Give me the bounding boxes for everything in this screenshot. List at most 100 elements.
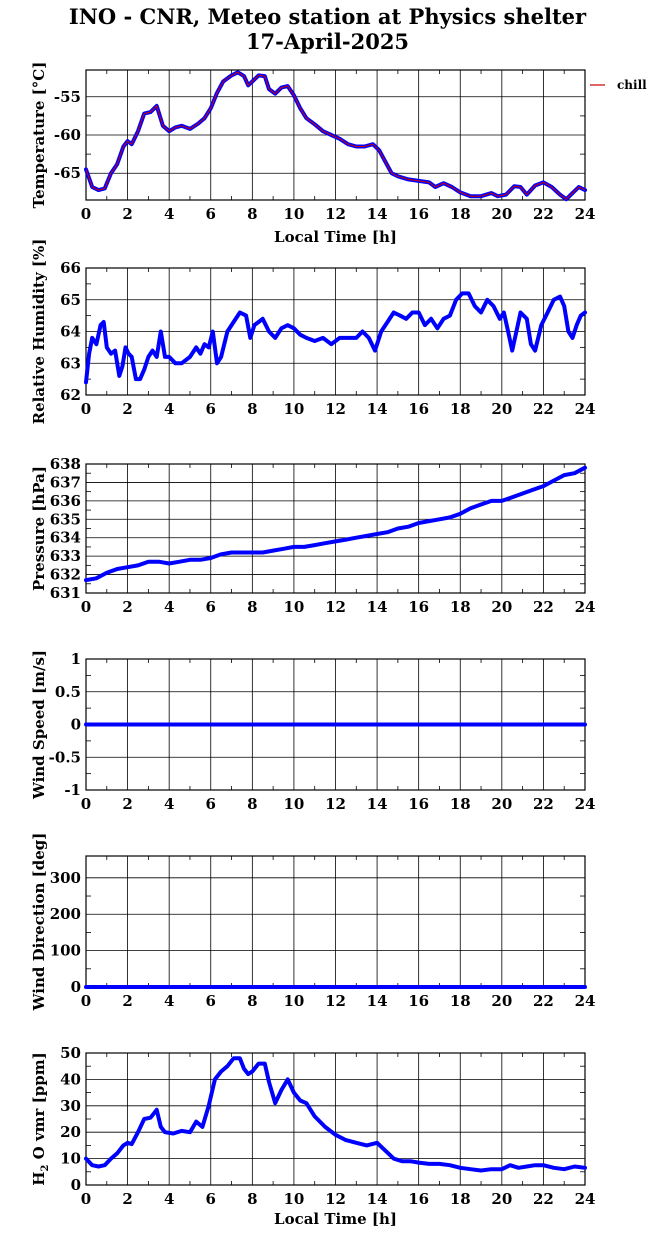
temperature-ytick-label: -60 xyxy=(54,126,81,144)
temperature-xtick-label: 6 xyxy=(206,205,216,223)
wind_speed-xtick-label: 20 xyxy=(491,795,512,813)
pressure-xtick-label: 6 xyxy=(206,598,216,616)
temperature-xtick-label: 14 xyxy=(367,205,388,223)
humidity-ytick-label: 66 xyxy=(60,259,81,277)
wind_speed-xtick-label: 6 xyxy=(206,795,216,813)
pressure-ytick-label: 636 xyxy=(50,492,81,510)
pressure-series-line xyxy=(84,465,587,583)
pressure-xtick-label: 0 xyxy=(81,598,91,616)
temperature-ylabel: Temperature [°C] xyxy=(30,62,48,209)
pressure-xtick-label: 2 xyxy=(122,598,132,616)
h2o_vmr-ytick-label: 10 xyxy=(60,1150,81,1168)
pressure-ytick-label: 634 xyxy=(50,529,81,547)
wind_speed-xtick-label: 18 xyxy=(450,795,471,813)
h2o_vmr-xtick-label: 6 xyxy=(206,1190,216,1208)
humidity-xtick-label: 18 xyxy=(450,400,471,418)
wind_speed-xtick-label: 12 xyxy=(325,795,346,813)
pressure-xtick-label: 16 xyxy=(408,598,429,616)
pressure-ytick-label: 637 xyxy=(50,473,81,491)
wind_speed-xtick-label: 24 xyxy=(575,795,596,813)
pressure-xtick-label: 14 xyxy=(367,598,388,616)
temperature-xtick-label: 16 xyxy=(408,205,429,223)
h2o_vmr-ytick-label: 0 xyxy=(71,1176,81,1194)
wind_speed-xtick-label: 22 xyxy=(533,795,554,813)
pressure-xtick-label: 10 xyxy=(283,598,304,616)
pressure-xtick-label: 18 xyxy=(450,598,471,616)
h2o_vmr-ytick-label: 50 xyxy=(60,1044,81,1062)
wind_direction-ytick-label: 300 xyxy=(50,869,81,887)
wind_direction-xtick-label: 2 xyxy=(122,992,132,1010)
wind_direction-xtick-label: 8 xyxy=(247,992,257,1010)
temperature-ytick-label: -55 xyxy=(54,88,81,106)
wind_direction-xtick-label: 10 xyxy=(283,992,304,1010)
chart-title-line1: INO - CNR, Meteo station at Physics shel… xyxy=(68,4,587,29)
wind_direction-ytick-label: 100 xyxy=(50,942,81,960)
wind_direction-xtick-label: 18 xyxy=(450,992,471,1010)
temperature-series-chill-line xyxy=(85,71,586,200)
humidity-ytick-label: 65 xyxy=(60,291,81,309)
temperature-xtick-label: 24 xyxy=(575,205,596,223)
temperature-xtick-label: 12 xyxy=(325,205,346,223)
temperature-xtick-label: 10 xyxy=(283,205,304,223)
h2o_vmr-xtick-label: 24 xyxy=(575,1190,596,1208)
wind_speed-xtick-label: 16 xyxy=(408,795,429,813)
wind_speed-xtick-label: 14 xyxy=(367,795,388,813)
h2o_vmr-xlabel: Local Time [h] xyxy=(274,1210,397,1228)
temperature-xtick-label: 2 xyxy=(122,205,132,223)
temperature-xtick-label: 4 xyxy=(164,205,174,223)
humidity-frame xyxy=(85,267,586,396)
humidity-xtick-label: 4 xyxy=(164,400,174,418)
humidity-ytick-label: 62 xyxy=(60,386,81,404)
wind_direction-xtick-label: 0 xyxy=(81,992,91,1010)
pressure-ytick-label: 632 xyxy=(50,566,81,584)
temperature-frame xyxy=(85,69,586,201)
temperature-xtick-label: 8 xyxy=(247,205,257,223)
wind_speed-ytick-label: 0.5 xyxy=(55,683,81,701)
h2o_vmr-xtick-label: 16 xyxy=(408,1190,429,1208)
pressure-xtick-label: 4 xyxy=(164,598,174,616)
wind_speed-ylabel: Wind Speed [m/s] xyxy=(30,650,48,800)
h2o_vmr-frame xyxy=(85,1052,586,1186)
humidity-xtick-label: 8 xyxy=(247,400,257,418)
h2o_vmr-xtick-label: 20 xyxy=(491,1190,512,1208)
wind_speed-xtick-label: 4 xyxy=(164,795,174,813)
humidity-xtick-label: 0 xyxy=(81,400,91,418)
humidity-series-line xyxy=(84,291,587,385)
humidity-xtick-label: 2 xyxy=(122,400,132,418)
humidity-xtick-label: 6 xyxy=(206,400,216,418)
temperature-xtick-label: 20 xyxy=(491,205,512,223)
wind_direction-xtick-label: 4 xyxy=(164,992,174,1010)
wind_speed-ytick-label: 1 xyxy=(71,650,81,668)
temperature-ytick-label: -65 xyxy=(54,164,81,182)
pressure-xtick-label: 8 xyxy=(247,598,257,616)
pressure-ytick-label: 631 xyxy=(50,584,81,602)
pressure-xtick-label: 24 xyxy=(575,598,596,616)
wind_speed-xtick-label: 2 xyxy=(122,795,132,813)
h2o_vmr-xtick-label: 2 xyxy=(122,1190,132,1208)
temperature-xtick-label: 0 xyxy=(81,205,91,223)
pressure-ytick-label: 638 xyxy=(50,455,81,473)
pressure-xtick-label: 22 xyxy=(533,598,554,616)
h2o_vmr-ytick-label: 40 xyxy=(60,1070,81,1088)
wind_direction-xtick-label: 14 xyxy=(367,992,388,1010)
wind_direction-xtick-label: 24 xyxy=(575,992,596,1010)
humidity-xtick-label: 16 xyxy=(408,400,429,418)
h2o_vmr-ylabel: H2 O vmr [ppm] xyxy=(30,1052,51,1185)
pressure-xtick-label: 12 xyxy=(325,598,346,616)
humidity-xtick-label: 10 xyxy=(283,400,304,418)
wind_direction-ytick-label: 200 xyxy=(50,905,81,923)
temperature-xtick-label: 22 xyxy=(533,205,554,223)
wind_speed-xtick-label: 10 xyxy=(283,795,304,813)
h2o_vmr-ytick-label: 20 xyxy=(60,1123,81,1141)
h2o_vmr-xtick-label: 0 xyxy=(81,1190,91,1208)
pressure-frame xyxy=(85,463,586,594)
humidity-xtick-label: 14 xyxy=(367,400,388,418)
h2o_vmr-xtick-label: 4 xyxy=(164,1190,174,1208)
pressure-ytick-label: 635 xyxy=(50,510,81,528)
temperature-legend-label: chill xyxy=(617,78,647,92)
wind_direction-xtick-label: 6 xyxy=(206,992,216,1010)
humidity-ylabel: Relative Humidity [%] xyxy=(30,239,48,425)
pressure-ylabel: Pressure [hPa] xyxy=(30,466,48,591)
chart-title-line2: 17-April-2025 xyxy=(245,29,410,54)
h2o_vmr-xtick-label: 8 xyxy=(247,1190,257,1208)
